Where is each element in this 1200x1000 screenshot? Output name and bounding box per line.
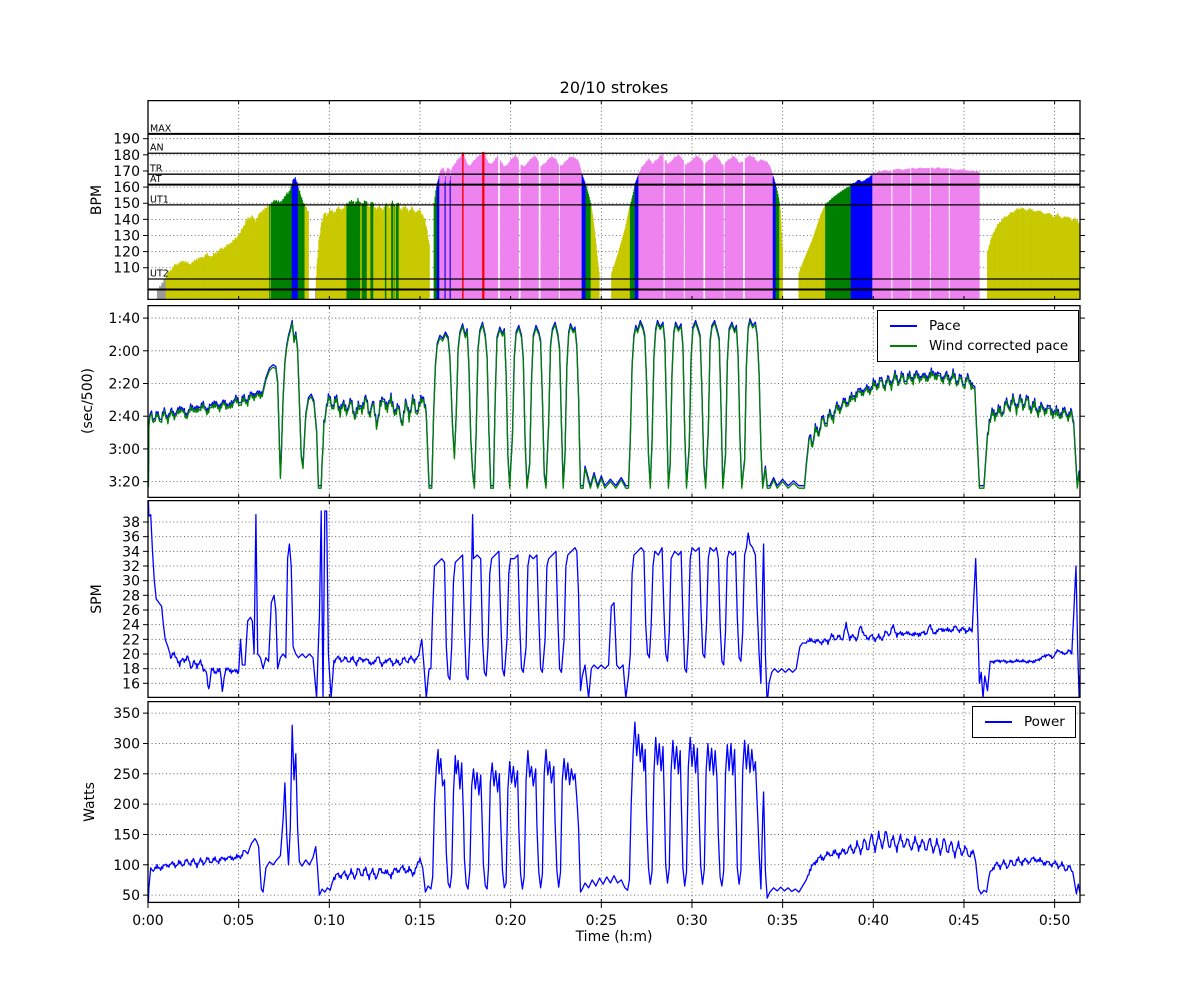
svg-text:180: 180: [113, 148, 140, 164]
svg-text:20: 20: [122, 647, 140, 663]
svg-text:110: 110: [113, 261, 140, 277]
svg-text:350: 350: [113, 706, 140, 722]
svg-text:2:40: 2:40: [109, 409, 140, 425]
svg-text:0:40: 0:40: [858, 913, 889, 929]
power-legend-item: Power: [981, 712, 1065, 732]
svg-text:36: 36: [122, 530, 140, 546]
svg-text:300: 300: [113, 736, 140, 752]
svg-text:190: 190: [113, 132, 140, 148]
svg-text:200: 200: [113, 797, 140, 813]
svg-text:TR: TR: [149, 164, 163, 175]
svg-text:22: 22: [122, 632, 140, 648]
svg-text:3:00: 3:00: [109, 442, 140, 458]
svg-text:150: 150: [113, 827, 140, 843]
svg-text:130: 130: [113, 228, 140, 244]
svg-text:16: 16: [122, 676, 140, 692]
chart-title: 20/10 strokes: [559, 78, 669, 97]
power-panel: 50 100 150 200 250 300 350 0:00 0:05 0:10 0:15 0:20…: [113, 701, 1085, 929]
svg-text:0:00: 0:00: [132, 913, 163, 929]
svg-text:2:00: 2:00: [109, 344, 140, 360]
svg-text:0:05: 0:05: [223, 913, 254, 929]
svg-text:28: 28: [122, 588, 140, 604]
pace-legend: Pace Wind corrected pace: [877, 310, 1080, 362]
svg-text:150: 150: [113, 196, 140, 212]
svg-text:30: 30: [122, 574, 140, 590]
pace-legend-label: Pace: [929, 318, 961, 334]
power-legend: Power: [972, 706, 1076, 738]
hr-axis-label: BPM: [89, 184, 105, 216]
svg-text:120: 120: [113, 245, 140, 261]
svg-text:250: 250: [113, 767, 140, 783]
x-axis-label: Time (h:m): [575, 929, 653, 945]
svg-text:100: 100: [113, 858, 140, 874]
svg-text:0:15: 0:15: [404, 913, 435, 929]
svg-text:AT: AT: [150, 174, 162, 185]
svg-text:38: 38: [122, 515, 140, 531]
svg-text:UT2: UT2: [150, 269, 169, 280]
svg-text:18: 18: [122, 662, 140, 678]
wind-corrected-pace-legend-item: Wind corrected pace: [886, 336, 1068, 356]
pace-legend-item: Pace: [886, 316, 1068, 336]
svg-text:50: 50: [122, 888, 140, 904]
power-legend-label: Power: [1024, 714, 1065, 730]
svg-text:0:20: 0:20: [495, 913, 526, 929]
spm-axis-label: SPM: [89, 584, 105, 614]
svg-text:0:30: 0:30: [676, 913, 707, 929]
svg-text:0:10: 0:10: [314, 913, 345, 929]
svg-text:34: 34: [122, 544, 140, 560]
svg-text:170: 170: [113, 164, 140, 180]
svg-text:0:25: 0:25: [586, 913, 617, 929]
svg-text:MAX: MAX: [150, 123, 172, 134]
svg-text:24: 24: [122, 618, 140, 634]
svg-text:0:50: 0:50: [1039, 913, 1070, 929]
wind-corrected-pace-legend-label: Wind corrected pace: [929, 338, 1069, 354]
svg-text:140: 140: [113, 212, 140, 228]
power-line-swatch: [985, 721, 1012, 723]
svg-text:0:35: 0:35: [767, 913, 798, 929]
svg-text:AN: AN: [150, 143, 164, 154]
watts-axis-label: Watts: [82, 782, 98, 822]
pace-line-swatch: [890, 325, 917, 327]
svg-text:160: 160: [113, 180, 140, 196]
svg-text:3:20: 3:20: [109, 475, 140, 491]
svg-text:1:40: 1:40: [109, 311, 140, 327]
svg-text:26: 26: [122, 603, 140, 619]
wind-corrected-pace-line-swatch: [890, 345, 917, 347]
pace-panel: 1:40 2:00 2:20 2:40 3:00 3:20: [109, 305, 1085, 498]
svg-text:UT1: UT1: [150, 194, 169, 205]
pace-axis-label: (sec/500): [80, 368, 96, 434]
svg-text:2:20: 2:20: [109, 377, 140, 393]
svg-text:0:45: 0:45: [948, 913, 979, 929]
svg-text:32: 32: [122, 559, 140, 575]
